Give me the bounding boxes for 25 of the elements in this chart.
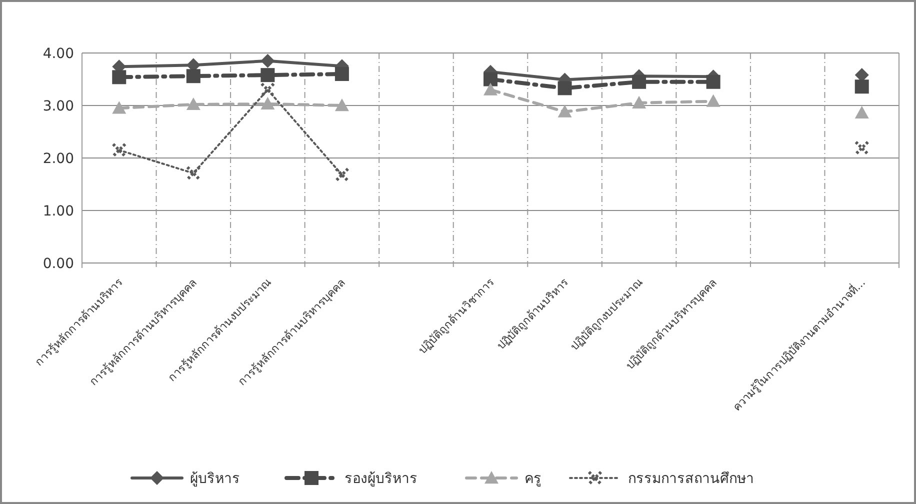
point [558, 104, 572, 118]
y-tick-label: 1.00 [42, 204, 74, 220]
point [260, 68, 275, 82]
point [112, 70, 126, 84]
point [484, 72, 498, 86]
y-tick-label: 4.00 [42, 46, 74, 62]
legend-label: กรรมการสถานศึกษา [628, 471, 754, 487]
y-tick-label: 0.00 [42, 256, 74, 272]
legend-label: ผู้บริหาร [190, 471, 240, 487]
point [334, 67, 349, 81]
point [854, 106, 869, 118]
point [260, 54, 275, 68]
point [706, 74, 720, 89]
point [632, 74, 646, 89]
point [484, 82, 498, 96]
point [854, 80, 869, 94]
point [632, 96, 646, 108]
point [854, 140, 870, 156]
point [706, 94, 720, 107]
y-tick-label: 3.00 [42, 98, 74, 114]
legend-label: ครู [524, 471, 542, 487]
point [558, 81, 572, 96]
y-tick-label: 2.00 [42, 151, 74, 167]
point [186, 69, 200, 84]
legend-label: รองผู้บริหาร [344, 471, 418, 487]
